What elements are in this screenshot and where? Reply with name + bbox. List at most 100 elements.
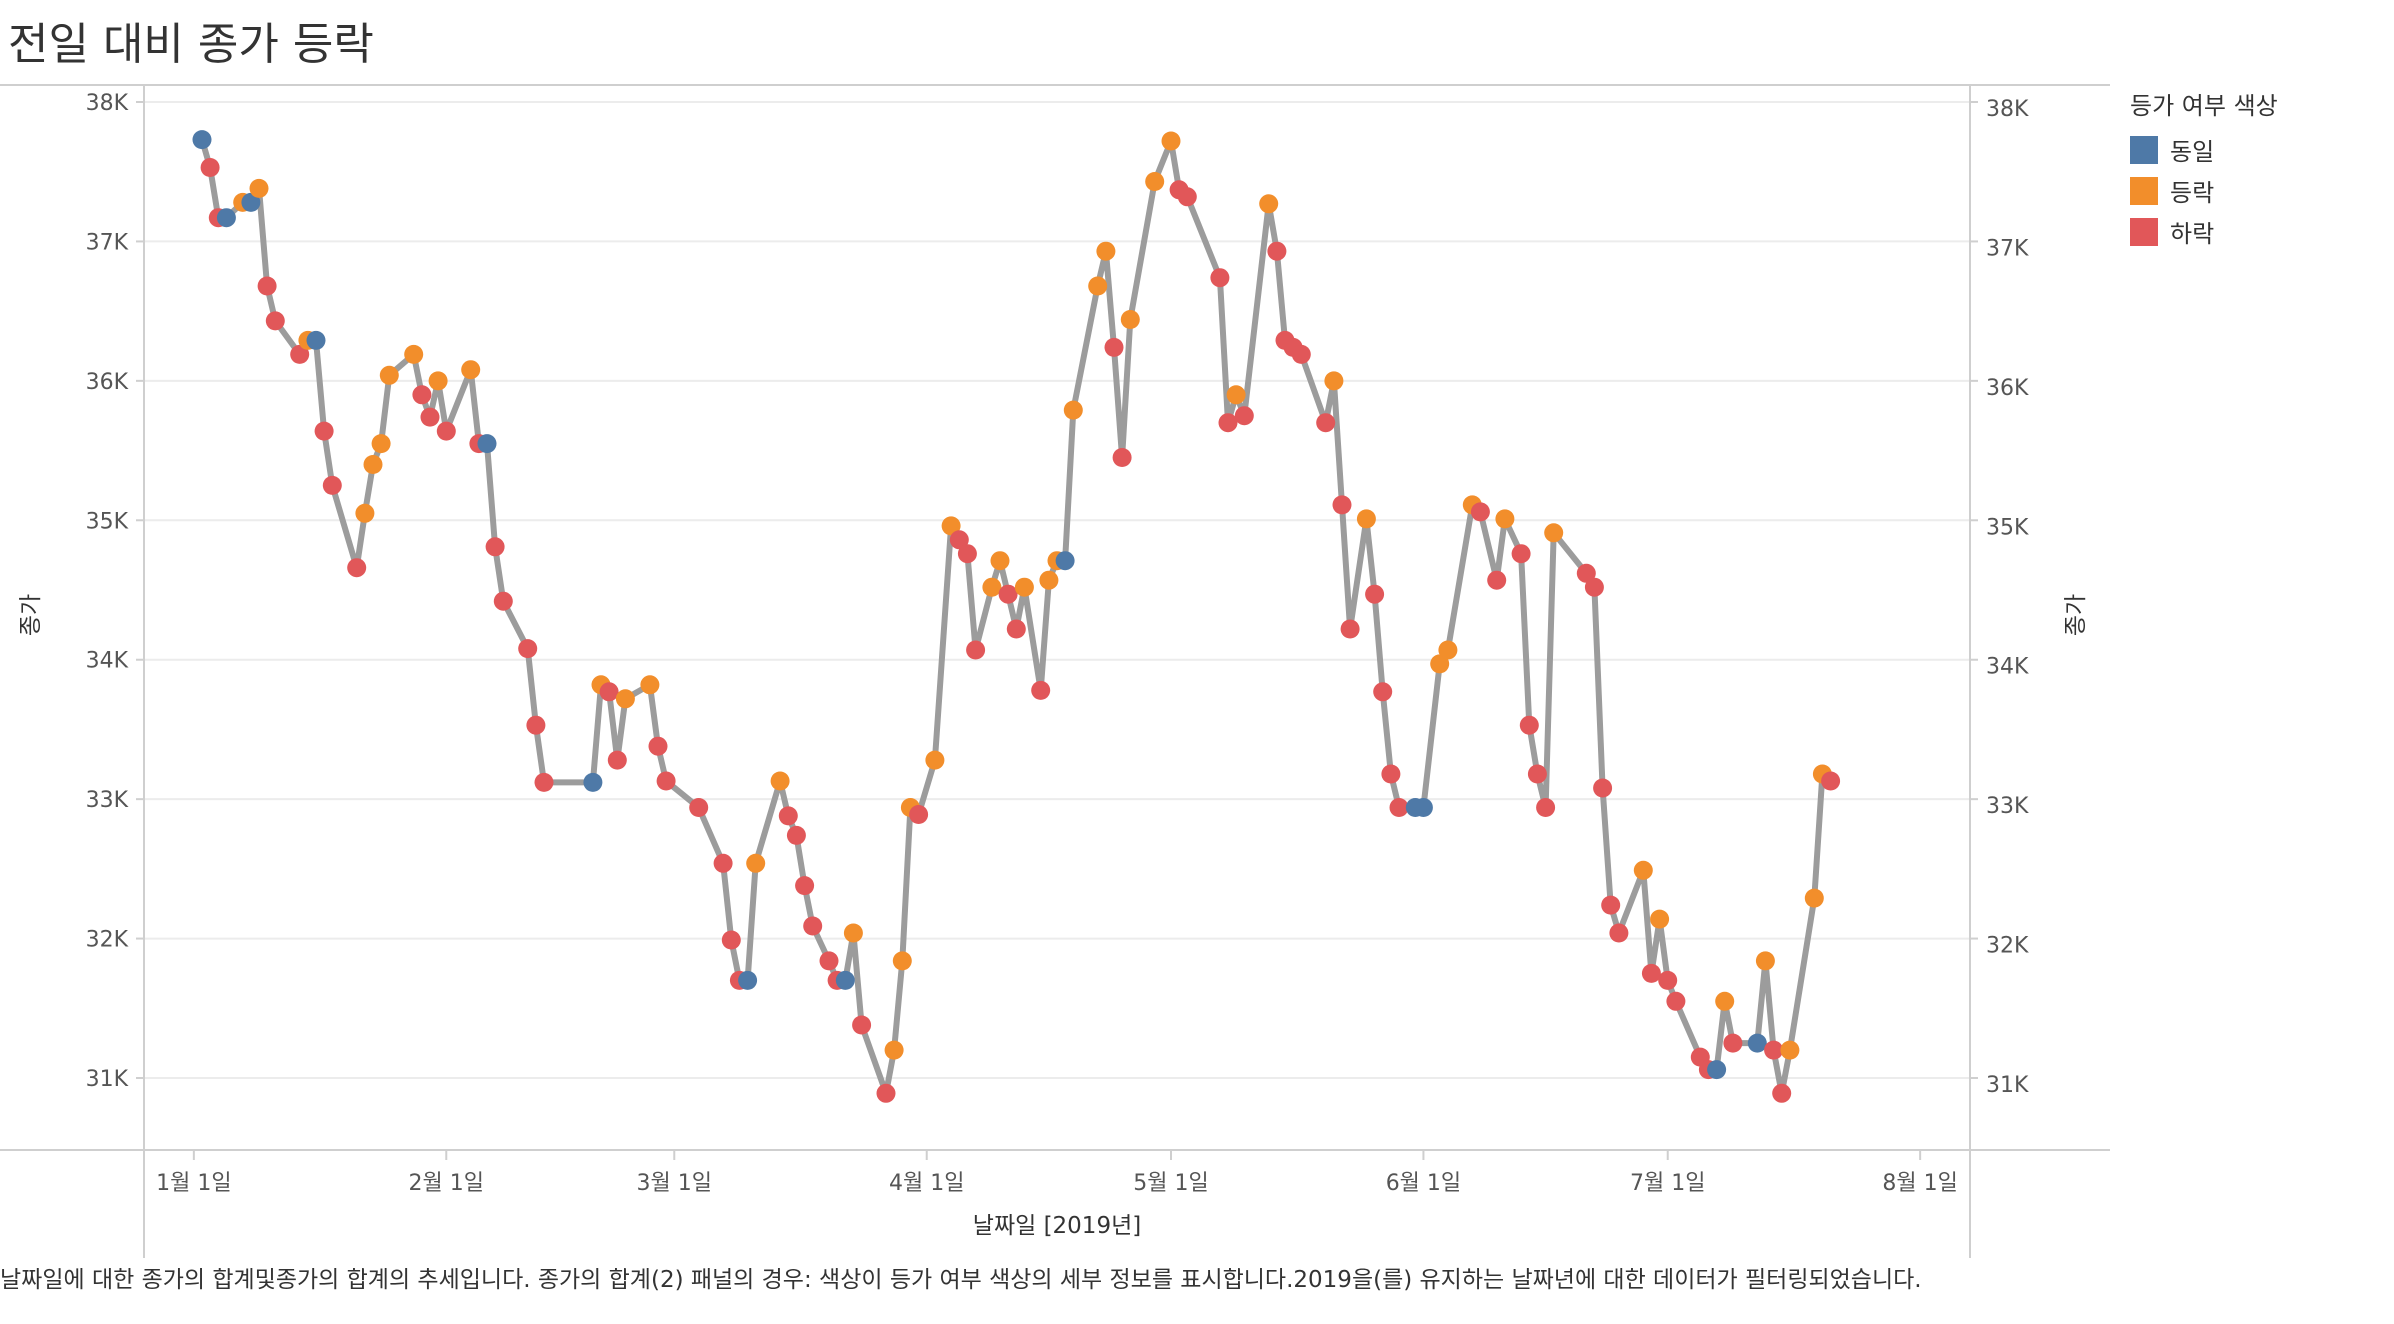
data-point bbox=[1747, 1033, 1767, 1053]
y-axis-title-right: 종가 bbox=[2063, 594, 2089, 636]
data-point bbox=[876, 1083, 896, 1103]
legend-label-same: 동일 bbox=[2170, 138, 2215, 166]
data-point bbox=[1804, 888, 1824, 908]
data-point bbox=[1715, 991, 1735, 1011]
data-point bbox=[1584, 577, 1604, 597]
legend-title: 등가 여부 색상 bbox=[2130, 92, 2278, 120]
data-point bbox=[1821, 771, 1841, 791]
data-point bbox=[843, 923, 863, 943]
data-point bbox=[892, 951, 912, 971]
data-point bbox=[1112, 448, 1132, 467]
data-point bbox=[640, 675, 660, 695]
y-axis-right: 31K 32K 33K 34K 35K 36K 37K 38K bbox=[1970, 97, 2029, 1098]
data-point bbox=[1755, 951, 1775, 971]
data-point bbox=[721, 930, 741, 950]
data-point bbox=[200, 158, 220, 177]
data-point bbox=[1641, 963, 1661, 983]
data-point bbox=[738, 970, 758, 990]
data-point bbox=[1039, 570, 1059, 590]
y-tick-label-left: 32K bbox=[86, 928, 129, 953]
data-point bbox=[909, 805, 929, 824]
data-point bbox=[306, 330, 326, 350]
data-point bbox=[1104, 337, 1124, 357]
y-tick-label-right: 36K bbox=[1986, 376, 2029, 401]
data-point bbox=[1780, 1040, 1800, 1060]
x-tick-label: 6월 1일 bbox=[1386, 1171, 1461, 1196]
data-point bbox=[485, 537, 505, 557]
data-point bbox=[216, 208, 236, 228]
x-tick-label: 7월 1일 bbox=[1630, 1171, 1705, 1196]
x-axis: 1월 1일 2월 1일 3월 1일 4월 1일 5월 1일 6월 1일 7월 1일 8월 1일 bbox=[156, 1150, 1958, 1196]
data-point bbox=[241, 192, 261, 212]
y-tick-label-right: 32K bbox=[1986, 934, 2029, 959]
y-tick-label-right: 33K bbox=[1986, 794, 2029, 819]
data-point bbox=[1055, 551, 1075, 571]
data-point bbox=[1527, 764, 1547, 784]
data-point bbox=[371, 434, 391, 454]
data-point bbox=[819, 951, 839, 971]
data-point bbox=[1031, 680, 1051, 700]
data-point bbox=[1063, 400, 1083, 420]
data-point bbox=[314, 421, 334, 441]
data-point bbox=[1495, 509, 1515, 529]
data-point bbox=[884, 1040, 904, 1060]
data-point bbox=[1470, 502, 1490, 522]
x-tick-label: 8월 1일 bbox=[1882, 1171, 1957, 1196]
y-tick-label-left: 37K bbox=[86, 230, 129, 255]
data-point bbox=[322, 475, 342, 495]
data-point bbox=[1234, 406, 1254, 426]
data-points bbox=[192, 130, 1841, 1103]
data-point bbox=[428, 371, 448, 391]
data-point bbox=[461, 360, 481, 380]
data-point bbox=[1593, 778, 1613, 798]
data-point bbox=[1487, 570, 1507, 590]
data-point bbox=[835, 970, 855, 990]
data-point bbox=[1340, 619, 1360, 639]
data-point bbox=[583, 772, 603, 792]
data-point bbox=[1006, 619, 1026, 639]
data-point bbox=[1438, 640, 1458, 660]
data-point bbox=[1389, 798, 1409, 817]
data-point bbox=[1609, 923, 1629, 943]
data-point bbox=[949, 530, 969, 550]
data-point bbox=[786, 825, 806, 845]
data-point bbox=[689, 798, 709, 817]
data-point bbox=[192, 130, 212, 150]
data-point bbox=[982, 577, 1002, 597]
data-point bbox=[966, 640, 986, 660]
y-tick-label-right: 34K bbox=[1986, 655, 2029, 680]
data-point bbox=[615, 689, 635, 709]
data-point bbox=[1381, 764, 1401, 784]
chart-frame bbox=[0, 84, 2110, 1258]
legend-item-same[interactable]: 동일 bbox=[2130, 129, 2278, 170]
data-point bbox=[355, 503, 375, 523]
legend-swatch-up bbox=[2130, 176, 2158, 205]
data-point bbox=[1088, 276, 1108, 296]
data-point bbox=[656, 771, 676, 791]
x-tick-label: 5월 1일 bbox=[1133, 1171, 1208, 1196]
x-axis-title: 날짜일 [2019년] bbox=[973, 1213, 1141, 1239]
y-tick-label-left: 35K bbox=[86, 509, 129, 534]
data-point bbox=[1316, 413, 1336, 433]
data-point bbox=[493, 591, 513, 611]
series-line bbox=[199, 136, 1834, 1097]
data-point bbox=[1120, 310, 1140, 329]
data-point bbox=[1373, 682, 1393, 702]
data-point bbox=[778, 806, 798, 826]
data-point bbox=[1576, 563, 1596, 583]
data-point bbox=[1096, 241, 1116, 261]
data-point bbox=[607, 750, 627, 770]
data-point bbox=[1723, 1033, 1743, 1053]
data-point bbox=[1764, 1040, 1784, 1060]
data-point bbox=[1365, 584, 1385, 604]
data-point bbox=[803, 916, 823, 936]
legend-label-down: 하락 bbox=[2170, 220, 2215, 248]
data-point bbox=[941, 516, 961, 536]
chart-title: 전일 대비 종가 등락 bbox=[8, 19, 374, 70]
legend-item-up[interactable]: 등락 bbox=[2130, 170, 2278, 211]
data-point bbox=[1014, 577, 1034, 597]
data-point bbox=[249, 178, 269, 198]
legend-item-down[interactable]: 하락 bbox=[2130, 211, 2278, 252]
data-point bbox=[404, 344, 424, 364]
y-tick-label-right: 35K bbox=[1986, 515, 2029, 540]
